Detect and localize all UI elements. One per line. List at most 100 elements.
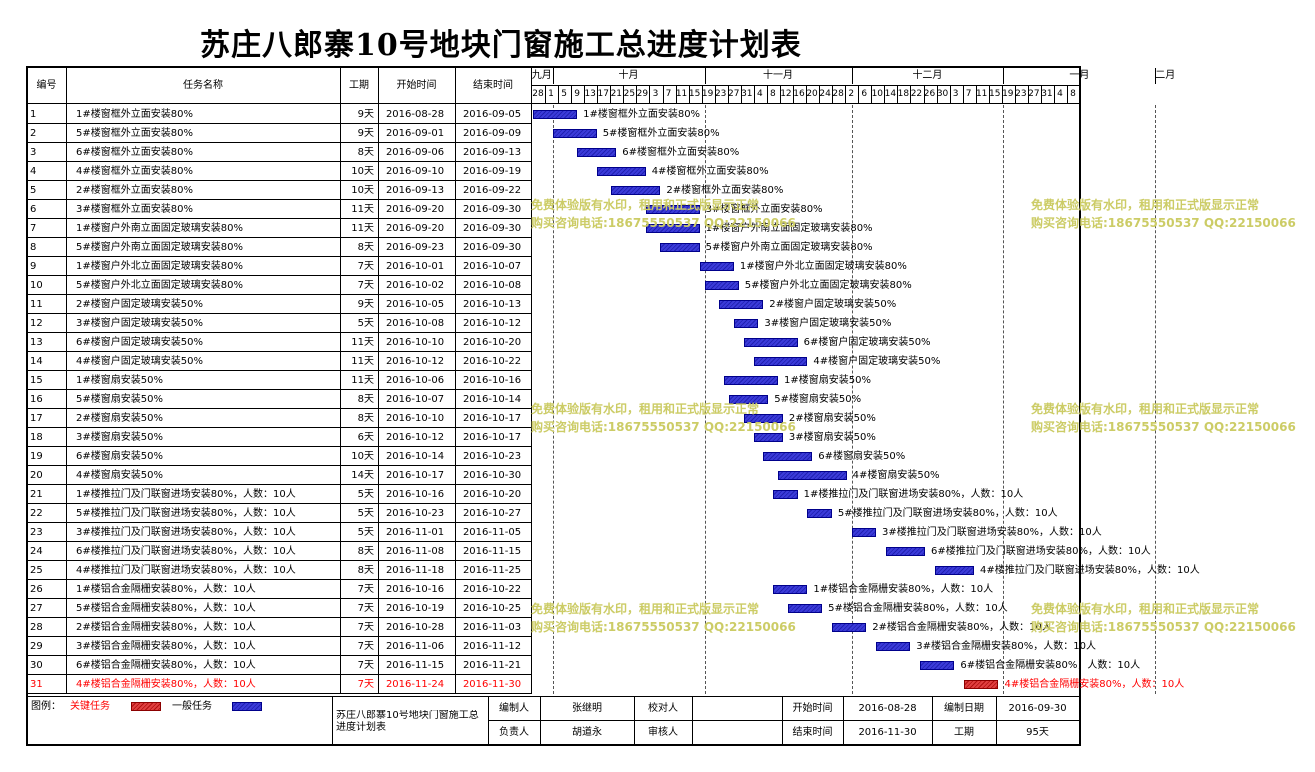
gantt-bar-label: 2#楼窗户固定玻璃安装50% — [769, 299, 897, 310]
task-id: 8 — [30, 242, 37, 253]
footer-divider — [692, 696, 693, 744]
task-end: 2016-11-05 — [462, 527, 522, 538]
gantt-bar-label: 6#楼窗框外立面安装80% — [622, 147, 740, 158]
row-divider — [27, 522, 531, 523]
row-divider — [27, 465, 531, 466]
task-start: 2016-10-07 — [385, 394, 445, 405]
task-name: 5#楼窗框外立面安装80% — [76, 128, 193, 139]
gantt-bar — [851, 528, 876, 537]
gantt-bar — [773, 490, 798, 499]
gantt-bar — [577, 148, 617, 157]
tick-divider — [871, 86, 873, 103]
task-start: 2016-09-06 — [385, 147, 445, 158]
tick-divider — [832, 86, 834, 103]
task-start: 2016-09-01 — [385, 128, 445, 139]
row-divider — [27, 332, 531, 333]
task-start: 2016-10-28 — [385, 622, 445, 633]
gantt-bar-label: 4#楼铝合金隔栅安装80%，人数：10人 — [1004, 679, 1185, 690]
footer-compiler: 张继明 — [572, 703, 602, 714]
tick-divider — [988, 86, 990, 103]
gantt-bar — [763, 452, 813, 461]
task-id: 31 — [30, 679, 43, 690]
row-divider — [27, 142, 531, 143]
gantt-bar-label: 3#楼窗扇安装50% — [788, 432, 876, 443]
task-duration: 7天 — [357, 584, 374, 595]
footer-checker-label: 校对人 — [648, 703, 678, 714]
gantt-bar-label: 5#楼窗户外南立面固定玻璃安装80% — [705, 242, 873, 253]
task-start: 2016-11-24 — [385, 679, 445, 690]
task-end: 2016-11-25 — [462, 565, 522, 576]
day-tick: 2 — [848, 89, 855, 99]
tick-divider — [571, 86, 573, 103]
task-end: 2016-10-12 — [462, 318, 522, 329]
gantt-bar — [876, 642, 911, 651]
gantt-bar-label: 4#楼窗扇安装50% — [852, 470, 940, 481]
day-tick: 12 — [780, 89, 792, 99]
day-tick: 23 — [1015, 89, 1027, 99]
tick-divider — [962, 86, 964, 103]
task-id: 17 — [30, 413, 43, 424]
column-header-name: 任务名称 — [183, 80, 223, 91]
task-id: 28 — [30, 622, 43, 633]
tick-divider — [779, 86, 781, 103]
column-divider — [455, 67, 456, 694]
task-id: 22 — [30, 508, 43, 519]
task-start: 2016-10-10 — [385, 413, 445, 424]
watermark-line1: 免费体验版有水印，租用和正式版显示正常 — [531, 602, 760, 616]
footer-date-label: 编制日期 — [944, 703, 984, 714]
footer-divider — [996, 696, 997, 744]
task-end: 2016-10-22 — [462, 356, 522, 367]
column-header-dur: 工期 — [349, 80, 369, 91]
gantt-bar-label: 5#楼推拉门及门联窗进场安装80%，人数：10人 — [837, 508, 1058, 519]
gantt-bar — [719, 300, 764, 309]
task-start: 2016-09-23 — [385, 242, 445, 253]
watermark-line2: 购买咨询电话:18675550537 QQ:22150066 — [531, 620, 796, 634]
day-tick: 10 — [871, 89, 884, 99]
task-id: 10 — [30, 280, 43, 291]
row-divider — [27, 199, 531, 200]
task-start: 2016-10-06 — [385, 375, 445, 386]
gantt-bar — [920, 661, 955, 670]
task-id: 5 — [30, 185, 37, 196]
task-duration: 14天 — [351, 470, 374, 481]
month-header: 十月 — [618, 70, 639, 81]
gantt-bar-label: 1#楼窗户外北立面固定玻璃安装80% — [739, 261, 907, 272]
gantt-bar — [753, 357, 808, 366]
month-guide-line — [1003, 105, 1005, 694]
gantt-bar-label: 2#楼铝合金隔栅安装80%，人数：10人 — [872, 622, 1052, 633]
day-tick: 16 — [793, 89, 805, 99]
footer-divider — [540, 696, 541, 744]
day-tick: 30 — [936, 89, 949, 99]
month-guide-line — [1155, 105, 1157, 694]
task-start: 2016-10-12 — [385, 356, 445, 367]
task-name: 4#楼窗户固定玻璃安装50% — [76, 356, 203, 367]
gantt-bar-label: 2#楼窗框外立面安装80% — [666, 185, 784, 196]
task-id: 18 — [30, 432, 43, 443]
task-duration: 7天 — [357, 603, 374, 614]
tick-divider — [688, 86, 690, 103]
row-divider — [27, 503, 531, 504]
task-id: 16 — [30, 394, 43, 405]
task-start: 2016-10-10 — [385, 337, 445, 348]
tick-divider — [975, 86, 977, 103]
day-tick: 28 — [832, 89, 844, 99]
task-end: 2016-11-30 — [462, 679, 522, 690]
gantt-bar — [743, 414, 783, 423]
task-id: 11 — [30, 299, 43, 310]
task-duration: 7天 — [357, 261, 374, 272]
column-header-start: 开始时间 — [396, 80, 437, 91]
gantt-bar — [724, 376, 778, 385]
gantt-bar — [704, 281, 739, 290]
task-name: 5#楼窗户外北立面固定玻璃安装80% — [76, 280, 243, 291]
gantt-bar-label: 5#楼铝合金隔栅安装80%，人数：10人 — [828, 603, 1008, 614]
task-name: 2#楼窗户固定玻璃安装50% — [76, 299, 203, 310]
gantt-bar-label: 4#楼推拉门及门联窗进场安装80%，人数：10人 — [980, 565, 1200, 576]
task-start: 2016-10-16 — [385, 584, 445, 595]
row-divider — [27, 541, 531, 542]
month-divider — [1155, 68, 1157, 84]
tick-divider — [1067, 86, 1069, 103]
tick-divider — [793, 86, 794, 103]
task-id: 21 — [30, 489, 43, 500]
day-tick: 3 — [652, 89, 659, 99]
task-name: 2#楼窗扇安装50% — [76, 413, 163, 424]
